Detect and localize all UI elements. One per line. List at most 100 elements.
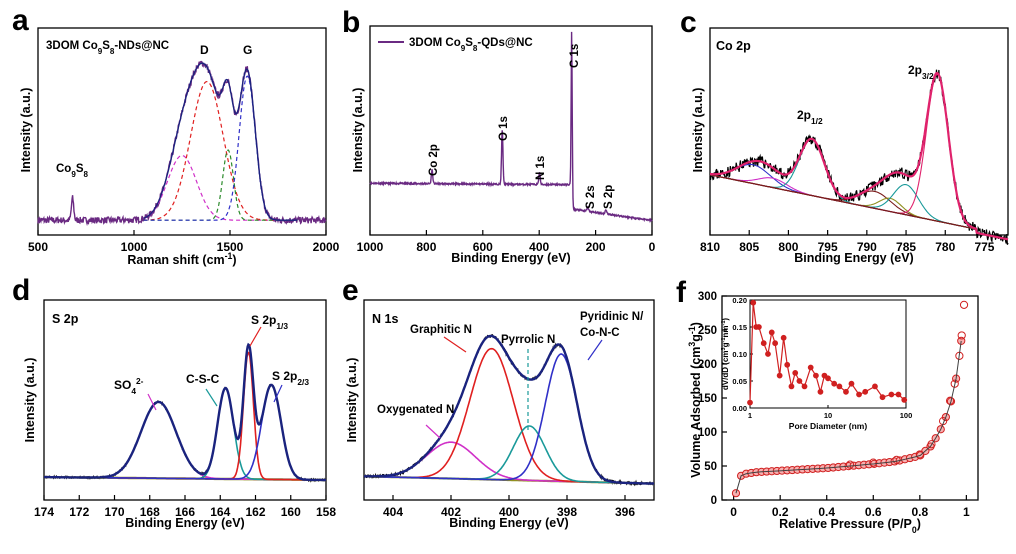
plot-frame [37, 27, 327, 236]
isotherm-desorption-point [915, 450, 924, 459]
y-axis-label: Intensity (a.u.) [23, 358, 37, 443]
inset-point [788, 383, 795, 390]
inset-point [813, 372, 819, 379]
isotherm-desorption-point [927, 440, 936, 449]
y-tick-label: 200 [698, 359, 717, 371]
x-tick-label: 158 [316, 505, 336, 519]
inset-point [784, 361, 791, 368]
peak-label-graphitic: Graphitic N [410, 324, 472, 336]
inset-point [836, 383, 843, 390]
panel-e: 404 402 400 398 396 N 1s Graphitic N Pyrrolic N… [345, 299, 655, 530]
survey-data-line [369, 31, 653, 224]
x-axis-label: Binding Energy (eV) [449, 516, 568, 530]
panel-letter-b: b [342, 6, 360, 39]
x-tick-label: 0.8 [911, 505, 928, 519]
y-tick-label: 250 [698, 325, 717, 337]
peak-label-csc: C-S-C [186, 372, 220, 386]
peak-label-n1s: N 1s [535, 156, 547, 180]
x-tick-label: 166 [175, 505, 195, 519]
plot-frame [709, 27, 1009, 236]
x-tick-label: 780 [935, 240, 955, 254]
peak-label-conc: Co-N-C [580, 327, 620, 339]
raman-fit-line [143, 62, 298, 221]
inset-point [772, 340, 779, 347]
inset-point [872, 383, 878, 390]
inset-point [750, 299, 757, 306]
inset-point [862, 388, 869, 395]
n1s-component-2 [364, 347, 654, 485]
isotherm-desorption-point [869, 458, 878, 467]
inset-point [831, 380, 838, 387]
x-tick-label: 775 [974, 240, 994, 254]
isotherm-desorption-point [845, 460, 855, 469]
panel-letter-c: c [680, 6, 697, 39]
inset-y-tick-label: 0.15 [732, 323, 747, 332]
x-axis-label: Binding Energy (eV) [125, 516, 244, 530]
x-tick-label: 600 [473, 240, 493, 254]
y-tick-label: 150 [698, 393, 717, 405]
x-tick-label: 174 [34, 505, 54, 519]
arrow-so4 [147, 393, 157, 411]
n1s-fit-line [364, 334, 654, 485]
panel-b-legend: 3DOM Co9S8-QDs@NC [409, 37, 533, 53]
arrow-s2p23 [273, 384, 283, 403]
raman-component-3 [143, 149, 298, 221]
x-tick-label: 0 [730, 505, 737, 519]
arrow-csc [205, 388, 218, 407]
inset-x-tick-label: 1 [748, 411, 752, 420]
co2p-component-3 [709, 138, 1009, 240]
inset-y-axis-label: dV/dD (cm3g-1nm-1) [721, 318, 730, 391]
panel-b: 1000 800 600 400 200 0 3DOM Co9S8-QDs@NC Co 2p O… [351, 25, 656, 265]
inset-y-tick-label: 0.00 [732, 404, 747, 413]
panel-letter-f: f [676, 276, 687, 309]
peak-label-2p12: 2p1/2 [797, 108, 823, 126]
peak-label-pyridinic: Pyridinic N/ [580, 311, 644, 323]
panel-c-title: Co 2p [716, 39, 751, 53]
arrow-graphitic [443, 336, 467, 353]
inset-point [765, 351, 771, 357]
inset-point [901, 397, 908, 403]
s2p-data-line [43, 344, 327, 483]
isotherm-desorption-point [950, 379, 959, 388]
x-tick-label: 800 [416, 240, 436, 254]
inset-point [807, 364, 814, 371]
x-axis-label: Raman shift (cm-1) [127, 251, 236, 267]
peak-label-co2p: Co 2p [428, 144, 440, 176]
x-tick-label: 0.2 [772, 505, 789, 519]
x-tick-label: 0.4 [818, 505, 835, 519]
peak-label-G: G [243, 43, 252, 57]
inset-point [817, 388, 824, 395]
inset-point [792, 370, 799, 376]
peak-label-o1s: O 1s [498, 116, 510, 141]
y-axis-label: Volume Adsorbed (cm3g-1) [687, 322, 703, 478]
x-tick-label: 1000 [357, 240, 384, 254]
x-tick-label: 164 [210, 505, 230, 519]
peak-label-2p32: 2p3/2 [908, 63, 934, 81]
inset-x-axis-label: Pore Diameter (nm) [789, 421, 868, 431]
co2p-envelope [710, 71, 1009, 241]
inset-point [848, 380, 855, 387]
peak-label-c1s: C 1s [569, 44, 581, 68]
y-axis-label: Intensity (a.u.) [691, 88, 705, 173]
inset-y-tick-label: 0.20 [732, 296, 747, 305]
peak-label-s2p23: S 2p2/3 [272, 369, 309, 387]
inset-point [760, 340, 767, 347]
arrow-pyridinic [587, 339, 603, 361]
inset-y-tick-label: 0.10 [732, 350, 747, 359]
isotherm-line [735, 340, 962, 494]
peak-label-s2p13: S 2p1/3 [251, 313, 288, 331]
arrow-oxygenated [425, 424, 441, 439]
x-tick-label: 162 [245, 505, 265, 519]
panel-a-legend: 3DOM Co9S8-NDs@NC [46, 40, 169, 56]
inset-x-tick-label: 10 [824, 411, 832, 420]
peak-label-so4: SO42- [114, 376, 144, 396]
n1s-component-4 [364, 353, 654, 485]
panel-c: 810 805 800 795 790 785 780 775 Co 2p 2p1/2 2p3/2 B… [691, 27, 1009, 265]
panel-d-title: S 2p [52, 312, 79, 326]
y-tick-label: 0 [711, 495, 717, 507]
x-tick-label: 810 [700, 240, 720, 254]
inset-point [768, 329, 775, 336]
inset-point [776, 372, 783, 379]
x-tick-label: 172 [69, 505, 89, 519]
x-tick-label: 805 [739, 240, 759, 254]
